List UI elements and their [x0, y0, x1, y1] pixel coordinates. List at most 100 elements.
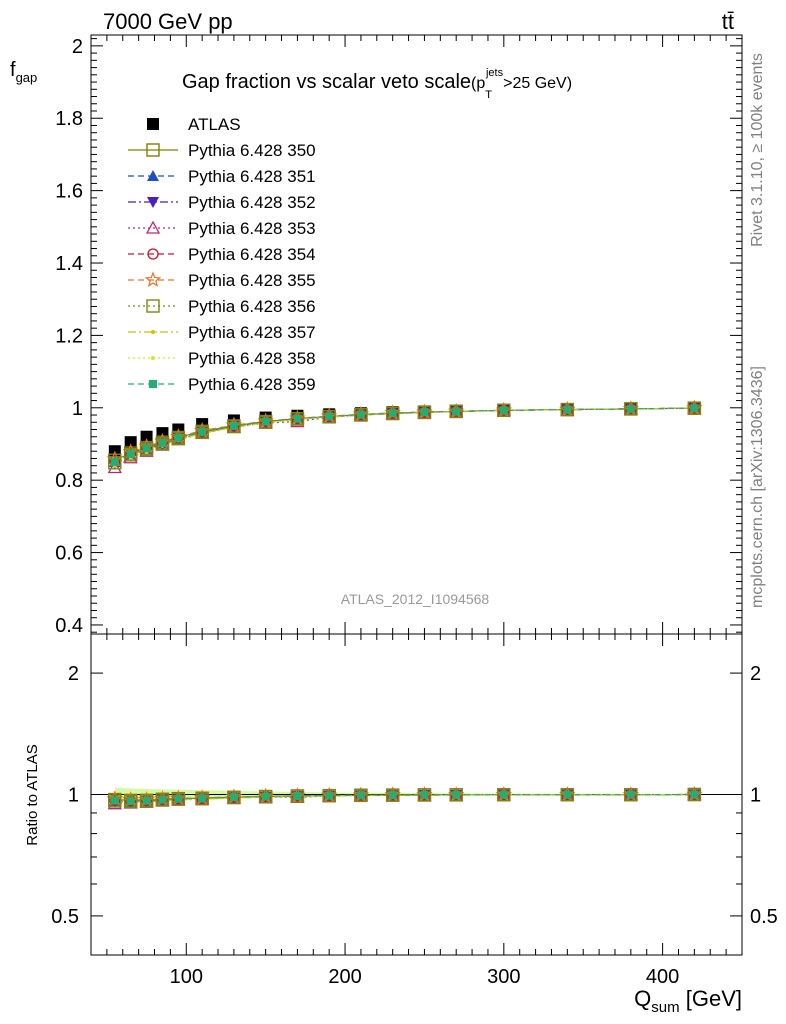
legend-marker-s354 — [147, 248, 159, 260]
data-point-s356 — [171, 431, 186, 446]
y-tick-label: 0.4 — [55, 615, 83, 637]
data-point-s359 — [690, 404, 699, 413]
data-point-s359 — [142, 444, 151, 453]
ratio-markers — [106, 785, 703, 810]
ratio-y-tick-label: 0.5 — [51, 906, 79, 928]
data-point-s359 — [452, 407, 461, 416]
legend-label-s355: Pythia 6.428 355 — [188, 271, 316, 290]
data-point-s356 — [385, 406, 400, 421]
ratio-point-s356 — [322, 789, 336, 803]
ratio-y-tick-label-right: 2 — [750, 663, 761, 685]
legend-label-s356: Pythia 6.428 356 — [188, 297, 316, 316]
legend-marker-s356 — [146, 299, 160, 313]
data-point-s354 — [498, 404, 510, 416]
ratio-point-s359 — [261, 792, 270, 801]
data-point-s353 — [107, 460, 122, 474]
ratio-point-s356 — [354, 788, 368, 803]
energy-label: 7000 GeV pp — [103, 9, 233, 34]
ratio-point-s354 — [323, 789, 335, 802]
legend-marker-s357 — [151, 330, 155, 334]
analysis-watermark: ATLAS_2012_I1094568 — [341, 591, 490, 607]
ratio-point-s356 — [560, 787, 575, 802]
ratio-point-s359 — [110, 796, 119, 805]
data-point-s359 — [229, 421, 238, 430]
ratio-point-s356 — [687, 787, 702, 802]
legend-marker-s353 — [145, 220, 161, 234]
data-point-s356 — [687, 401, 702, 415]
data-point-s359 — [356, 410, 365, 419]
ratio-point-s359 — [293, 791, 302, 800]
x-tick-label: 400 — [646, 966, 679, 988]
legend-marker-s359 — [149, 380, 157, 388]
ratio-point-s359 — [142, 796, 151, 805]
data-point-s359 — [325, 412, 334, 421]
legend-marker-s350 — [146, 143, 160, 157]
ratio-y-tick-label: 1 — [68, 785, 79, 807]
legend-label-ATLAS: ATLAS — [188, 115, 241, 134]
ratio-point-s354 — [355, 789, 367, 801]
legend-label-s359: Pythia 6.428 359 — [188, 375, 316, 394]
data-point-s354 — [625, 403, 637, 415]
ratio-point-s359 — [356, 791, 365, 800]
ratio-point-s356 — [108, 794, 122, 808]
data-point-ATLAS — [124, 436, 137, 449]
ratio-point-s356 — [417, 788, 432, 802]
legend-label-s351: Pythia 6.428 351 — [188, 167, 316, 186]
ratio-point-s359 — [158, 795, 167, 804]
data-point-s356 — [258, 415, 273, 429]
legend-marker-s351 — [147, 170, 159, 181]
y-tick-label: 1.2 — [55, 325, 83, 347]
data-point-s359 — [293, 414, 302, 423]
y-tick-label: 1.6 — [55, 181, 83, 203]
data-point-s359 — [198, 427, 207, 436]
x-tick-label: 200 — [328, 966, 361, 988]
chart-title-sup: jets — [485, 67, 504, 79]
data-point-s356 — [560, 402, 575, 417]
main-y-tick-labels: 0.4 0.6 0.8 1 1.2 1.4 1.6 1.8 2 — [55, 36, 83, 637]
mcplots-label: mcplots.cern.ch [arXiv:1306.3436] — [749, 366, 766, 608]
ratio-point-s356 — [497, 787, 511, 802]
ratio-point-s359 — [174, 794, 183, 803]
ratio-point-s356 — [171, 792, 186, 806]
y-tick-label: 1 — [72, 398, 83, 420]
ratio-line-s357 — [114, 793, 695, 803]
ratio-point-s356 — [449, 788, 463, 802]
legend: ATLAS Pythia 6.428 350 Pythia 6.428 351 Pyt… — [128, 115, 316, 394]
ratio-point-s359 — [626, 790, 635, 799]
chart-title-main: Gap fraction vs scalar veto scale — [182, 71, 471, 93]
ratio-y-tick-label-right: 1 — [750, 785, 761, 807]
ratio-point-s359 — [126, 797, 135, 806]
axis-ticks — [91, 35, 742, 956]
chart-title: Gap fraction vs scalar veto scale(pTjets… — [182, 67, 572, 101]
ratio-point-s354 — [291, 790, 304, 802]
data-point-s354 — [688, 402, 701, 414]
chart-title-suffix: (p — [471, 75, 485, 92]
legend-marker-s352 — [147, 197, 159, 208]
series-line-s358 — [114, 407, 695, 467]
ratio-point-s354 — [450, 789, 462, 801]
data-point-s359 — [563, 405, 572, 414]
series-line-s353 — [114, 407, 695, 469]
data-point-s356 — [449, 404, 463, 419]
chart-title-tail: >25 GeV) — [503, 75, 572, 92]
data-point-s356 — [155, 436, 170, 451]
ratio-point-s359 — [452, 790, 461, 799]
ratio-point-s356 — [227, 790, 241, 805]
data-point-ATLAS — [140, 430, 153, 443]
legend-label-s358: Pythia 6.428 358 — [188, 349, 316, 368]
legend-marker-s355 — [144, 271, 162, 288]
ratio-point-s356 — [290, 789, 305, 803]
data-point-s356 — [139, 442, 154, 456]
ratio-y-tick-label: 2 — [68, 663, 79, 685]
legend-marker-ATLAS — [147, 118, 159, 130]
x-tick-label: 100 — [170, 966, 203, 988]
data-point-s359 — [626, 404, 635, 413]
y-tick-label: 1.8 — [55, 108, 83, 130]
data-point-s359 — [110, 458, 119, 467]
x-tick-label: 300 — [487, 966, 520, 988]
data-point-s359 — [388, 409, 397, 418]
ratio-point-s356 — [195, 792, 209, 806]
ratio-point-s356 — [139, 794, 154, 808]
y-axis-label-ratio: Ratio to ATLAS — [24, 744, 41, 845]
ratio-point-s359 — [325, 791, 334, 800]
